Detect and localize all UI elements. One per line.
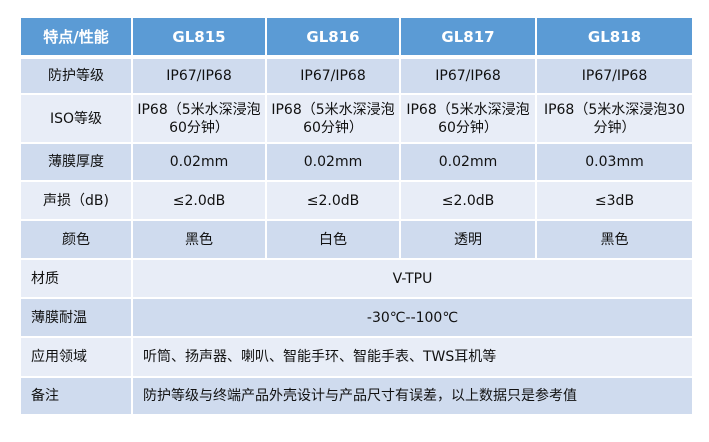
cell: 黑色	[131, 219, 267, 260]
cell: ≤3dB	[535, 180, 694, 221]
row-label: 薄膜耐温	[19, 297, 133, 338]
cell: 黑色	[535, 219, 694, 260]
cell: IP67/IP68	[131, 56, 267, 95]
table-row: 防护等级 IP67/IP68 IP67/IP68 IP67/IP68 IP67/…	[19, 56, 694, 95]
cell: IP67/IP68	[265, 56, 401, 95]
cell: IP68（5米水深浸泡30分钟）	[535, 93, 694, 144]
header-cell: 特点/性能	[19, 16, 133, 58]
cell: IP68（5米水深浸泡60分钟）	[131, 93, 267, 144]
row-label: 声损（dB)	[19, 180, 133, 221]
row-label: 材质	[19, 258, 133, 299]
row-label: 颜色	[19, 219, 133, 260]
row-label: 防护等级	[19, 56, 133, 95]
table-row: 应用领域 听筒、扬声器、喇叭、智能手环、智能手表、TWS耳机等	[19, 336, 694, 378]
cell: IP67/IP68	[399, 56, 537, 95]
header-cell: GL816	[265, 16, 401, 58]
header-cell: GL818	[535, 16, 694, 58]
merged-cell: 防护等级与终端产品外壳设计与产品尺寸有误差，以上数据只是参考值	[131, 376, 694, 416]
table-row: 材质 V-TPU	[19, 258, 694, 299]
merged-cell: V-TPU	[131, 258, 694, 299]
header-row: 特点/性能 GL815 GL816 GL817 GL818	[19, 16, 694, 58]
table-row: 薄膜厚度 0.02mm 0.02mm 0.02mm 0.03mm	[19, 142, 694, 182]
header-cell: GL817	[399, 16, 537, 58]
table-row: 备注 防护等级与终端产品外壳设计与产品尺寸有误差，以上数据只是参考值	[19, 376, 694, 416]
row-label: 备注	[19, 376, 133, 416]
header-cell: GL815	[131, 16, 267, 58]
cell: ≤2.0dB	[131, 180, 267, 221]
table-row: 声损（dB) ≤2.0dB ≤2.0dB ≤2.0dB ≤3dB	[19, 180, 694, 221]
cell: 白色	[265, 219, 401, 260]
cell: 0.03mm	[535, 142, 694, 182]
cell: IP68（5米水深浸泡60分钟）	[399, 93, 537, 144]
table-row: ISO等级 IP68（5米水深浸泡60分钟） IP68（5米水深浸泡60分钟） …	[19, 93, 694, 144]
row-label: 薄膜厚度	[19, 142, 133, 182]
cell: 0.02mm	[131, 142, 267, 182]
merged-cell: 听筒、扬声器、喇叭、智能手环、智能手表、TWS耳机等	[131, 336, 694, 378]
cell: 0.02mm	[399, 142, 537, 182]
cell: ≤2.0dB	[399, 180, 537, 221]
cell: 透明	[399, 219, 537, 260]
table-row: 颜色 黑色 白色 透明 黑色	[19, 219, 694, 260]
merged-cell: -30℃--100℃	[131, 297, 694, 338]
spec-table: 特点/性能 GL815 GL816 GL817 GL818 防护等级 IP67/…	[19, 16, 694, 416]
row-label: ISO等级	[19, 93, 133, 144]
cell: 0.02mm	[265, 142, 401, 182]
table-row: 薄膜耐温 -30℃--100℃	[19, 297, 694, 338]
cell: IP67/IP68	[535, 56, 694, 95]
row-label: 应用领域	[19, 336, 133, 378]
cell: ≤2.0dB	[265, 180, 401, 221]
cell: IP68（5米水深浸泡60分钟）	[265, 93, 401, 144]
